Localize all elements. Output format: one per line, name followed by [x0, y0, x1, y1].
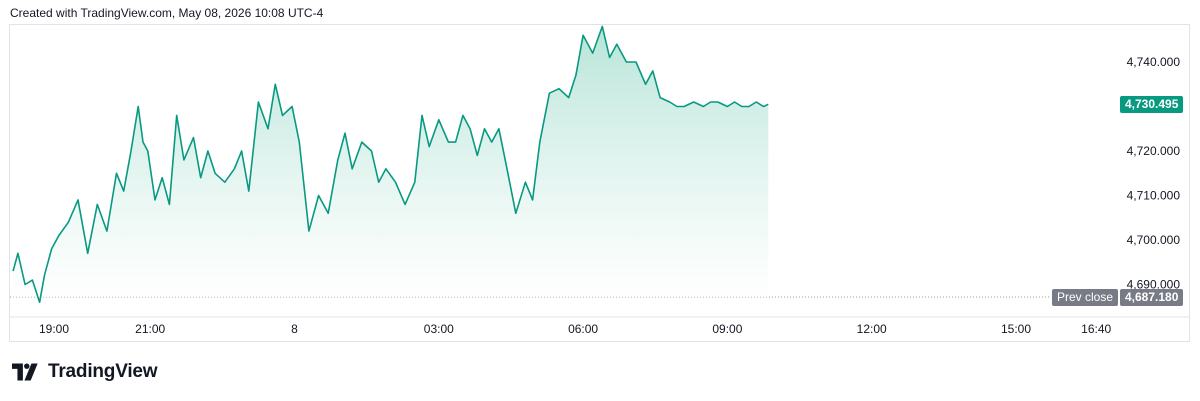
last-price-label: 4,730.495	[1120, 95, 1184, 113]
x-tick-label: 03:00	[424, 322, 454, 336]
x-tick-label: 21:00	[135, 322, 165, 336]
x-tick-label: 12:00	[857, 322, 887, 336]
tradingview-logo-icon	[12, 363, 38, 381]
tradingview-brand[interactable]: TradingView	[12, 360, 158, 384]
chart-frame	[9, 24, 1190, 342]
x-tick-label: 19:00	[39, 322, 69, 336]
y-tick-label: 4,740.000	[1127, 55, 1181, 69]
y-tick-label: 4,690.000	[1127, 278, 1181, 292]
y-tick-label: 4,700.000	[1127, 233, 1181, 247]
price-line	[12, 25, 769, 304]
x-axis[interactable]: 19:00 21:00 8 03:00 06:00 09:00 12:00 15:00 16:4…	[39, 322, 1112, 336]
y-tick-label: 4,720.000	[1127, 144, 1181, 158]
tradingview-wordmark: TradingView	[48, 361, 158, 382]
y-axis[interactable]: 4,740.000 4,720.000 4,710.000 4,700.000 4,69…	[1127, 55, 1181, 292]
x-tick-label: 15:00	[1001, 322, 1031, 336]
y-tick-label: 4,710.000	[1127, 189, 1181, 203]
prev-close-label: Prev close	[1052, 288, 1119, 306]
x-tick-label: 16:40	[1081, 322, 1111, 336]
x-tick-label: 09:00	[712, 322, 742, 336]
x-tick-label: 06:00	[568, 322, 598, 336]
prev-close-value: 4,687.180	[1120, 288, 1184, 306]
chart-header-text: Created with TradingView.com, May 08, 20…	[10, 6, 324, 20]
price-area-fill	[13, 26, 769, 303]
x-tick-label: 8	[291, 322, 298, 336]
